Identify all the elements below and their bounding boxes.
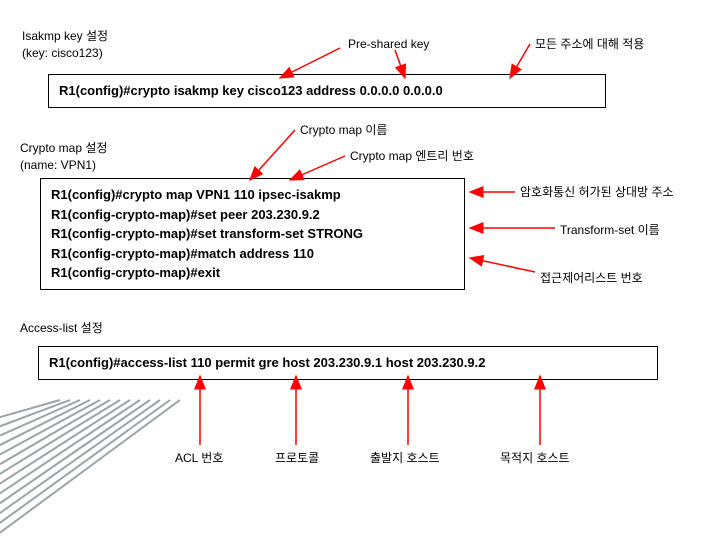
corner-hatch xyxy=(0,410,180,540)
